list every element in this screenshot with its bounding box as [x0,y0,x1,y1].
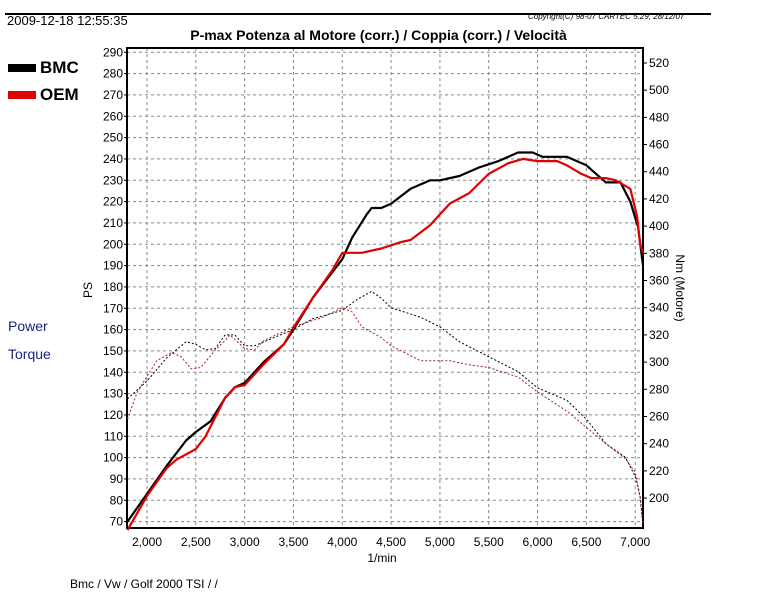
x-tick-label: 7,000 [620,535,650,549]
y2-tick-label: 300 [649,355,669,369]
y-tick-label: 290 [103,45,123,59]
y2-tick-label: 380 [649,246,669,260]
x-tick-label: 6,500 [571,535,601,549]
y2-tick-label: 240 [649,437,669,451]
x-tick-label: 4,500 [376,535,406,549]
y-tick-label: 280 [103,67,123,81]
top-divider [5,13,711,15]
x-tick-label: 6,000 [523,535,553,549]
y2-tick-label: 460 [649,138,669,152]
y2-tick-label: 520 [649,56,669,70]
y-tick-label: 270 [103,88,123,102]
plot-frame [126,47,644,529]
x-tick-label: 4,000 [327,535,357,549]
x-tick-label: 2,500 [181,535,211,549]
timestamp: 2009-12-18 12:55:35 [7,13,128,28]
x-tick-label: 3,500 [278,535,308,549]
y2-tick-label: 500 [649,83,669,97]
y-tick-label: 250 [103,131,123,145]
y-tick-label: 130 [103,387,123,401]
y-tick-label: 260 [103,109,123,123]
y2-tick-label: 260 [649,409,669,423]
y2-tick-label: 400 [649,219,669,233]
y-tick-label: 180 [103,280,123,294]
chart-title: P-max Potenza al Motore (corr.) / Coppia… [190,27,567,43]
y-tick-label: 140 [103,365,123,379]
y-tick-label: 230 [103,173,123,187]
x-tick-label: 3,000 [230,535,260,549]
y-tick-label: 150 [103,344,123,358]
legend-label: OEM [40,85,79,104]
y-tick-label: 80 [110,493,124,507]
y-tick-label: 120 [103,408,123,422]
x-axis-label: 1/min [367,551,396,565]
y2-axis-label: Nm (Motore) [673,254,687,321]
torque-label: Torque [8,346,51,362]
x-tick-label: 2,000 [132,535,162,549]
legend-bmc: BMC [8,58,79,78]
y-axis-label: PS [81,282,95,298]
series-line-bmc-power [126,151,645,523]
legend-swatch-oem [8,91,36,99]
series-line-oem-torque [127,307,644,526]
x-tick-label: 5,000 [425,535,455,549]
y-tick-label: 90 [110,472,124,486]
y-tick-label: 70 [110,515,124,529]
y-tick-label: 170 [103,301,123,315]
y2-tick-label: 200 [649,491,669,505]
y-tick-label: 100 [103,451,123,465]
y-tick-label: 190 [103,259,123,273]
y-tick-label: 220 [103,195,123,209]
y2-tick-label: 440 [649,165,669,179]
footer-vehicle: Bmc / Vw / Golf 2000 TSI / / [70,577,218,591]
y2-tick-label: 220 [649,464,669,478]
y-tick-label: 110 [104,429,123,443]
y2-tick-label: 360 [649,274,669,288]
copyright: Copyright(C) 98-07 CARTEC 5.29, 28/12/07 [528,12,685,21]
legend-swatch-bmc [8,64,36,72]
y2-tick-label: 320 [649,328,669,342]
series-line-bmc-torque [127,290,644,526]
y2-tick-label: 340 [649,301,669,315]
y-tick-label: 240 [103,152,123,166]
power-label: Power [8,318,48,334]
x-tick-label: 5,500 [474,535,504,549]
y2-tick-label: 420 [649,192,669,206]
series-line-oem-power [126,157,645,531]
y2-tick-label: 480 [649,110,669,124]
y-tick-label: 210 [103,216,123,230]
legend-label: BMC [40,58,79,77]
y-tick-label: 200 [103,237,123,251]
legend-oem: OEM [8,85,79,105]
y-tick-label: 160 [103,323,123,337]
y2-tick-label: 280 [649,382,669,396]
